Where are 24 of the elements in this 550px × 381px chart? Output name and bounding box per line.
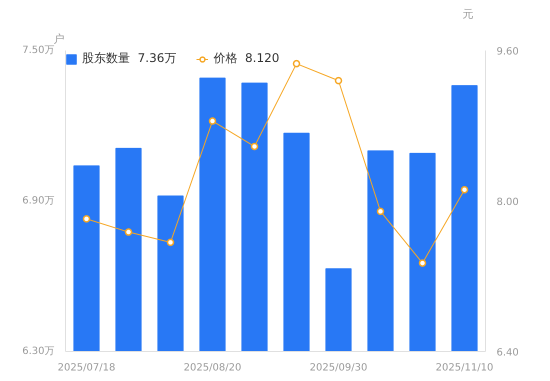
y-tick-label: 6.30万 [22,346,54,357]
x-tick-label: 2025/07/18 [58,362,116,374]
point [418,259,426,267]
x-tick-label: 2025/08/20 [184,362,242,374]
point [334,76,342,84]
legend-label: 股东数量 7.36万 [82,50,176,67]
y-axis-title: 户 [54,32,64,46]
legend-label: 价格 8.120 [213,50,280,67]
point [292,60,300,68]
y2-tick-label: 8.00 [496,197,519,208]
y2-tick-label: 9.60 [496,46,519,58]
y2-tick-label: 6.40 [496,348,519,358]
x-tick-label: 2025/11/10 [436,362,494,374]
point [166,238,174,246]
y2-axis-title: 元 [462,8,474,20]
point [460,186,468,194]
point [124,228,132,236]
y-tick-label: 6.90万 [22,196,54,206]
point [208,117,216,125]
point [376,208,384,216]
point [250,142,258,150]
x-tick-label: 2025/09/30 [310,362,368,374]
y-tick-label: 7.50万 [22,45,54,56]
point [82,215,90,223]
